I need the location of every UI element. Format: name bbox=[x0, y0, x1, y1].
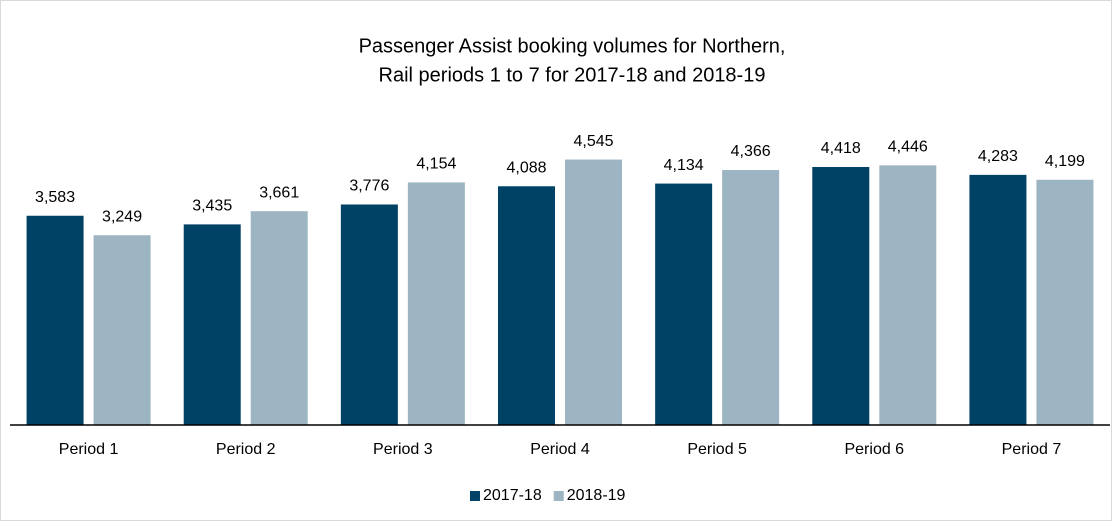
x-tick-label: Period 7 bbox=[1002, 441, 1062, 458]
bar bbox=[655, 183, 713, 425]
data-label: 4,418 bbox=[821, 140, 861, 157]
data-label: 4,545 bbox=[573, 133, 613, 150]
bar bbox=[722, 170, 780, 425]
x-tick-label: Period 1 bbox=[59, 441, 119, 458]
x-tick-label: Period 4 bbox=[530, 441, 590, 458]
bar bbox=[812, 166, 870, 425]
data-label: 3,435 bbox=[192, 198, 232, 215]
x-tick-label: Period 3 bbox=[373, 441, 433, 458]
bar bbox=[1036, 179, 1094, 425]
bar bbox=[26, 215, 84, 425]
data-label: 3,776 bbox=[349, 178, 389, 195]
data-label: 4,446 bbox=[888, 139, 928, 156]
data-label: 4,366 bbox=[731, 143, 771, 160]
legend-swatch bbox=[553, 491, 564, 501]
bar bbox=[879, 165, 937, 425]
chart-title: Rail periods 1 to 7 for 2017-18 and 2018… bbox=[379, 64, 766, 86]
x-tick-label: Period 5 bbox=[687, 441, 747, 458]
legend-label: 2017-18 bbox=[483, 487, 542, 504]
data-label: 3,583 bbox=[35, 189, 75, 206]
data-label: 4,134 bbox=[664, 157, 704, 174]
data-label: 4,283 bbox=[978, 148, 1018, 165]
x-tick-label: Period 2 bbox=[216, 441, 276, 458]
bar bbox=[407, 182, 465, 425]
legend-label: 2018-19 bbox=[567, 487, 626, 504]
data-label: 4,154 bbox=[416, 156, 456, 173]
legend-swatch bbox=[470, 491, 480, 501]
bar bbox=[93, 235, 151, 425]
bar bbox=[498, 186, 555, 425]
data-label: 4,088 bbox=[506, 159, 546, 176]
data-label: 3,661 bbox=[259, 184, 299, 201]
data-label: 4,199 bbox=[1045, 153, 1085, 170]
data-label: 3,249 bbox=[102, 208, 142, 225]
x-tick-label: Period 6 bbox=[844, 441, 904, 458]
bar bbox=[183, 224, 241, 425]
bar bbox=[565, 159, 622, 425]
chart-title: Passenger Assist booking volumes for Nor… bbox=[359, 35, 786, 57]
bar bbox=[340, 204, 398, 425]
bar bbox=[969, 174, 1027, 425]
bar bbox=[250, 211, 308, 425]
